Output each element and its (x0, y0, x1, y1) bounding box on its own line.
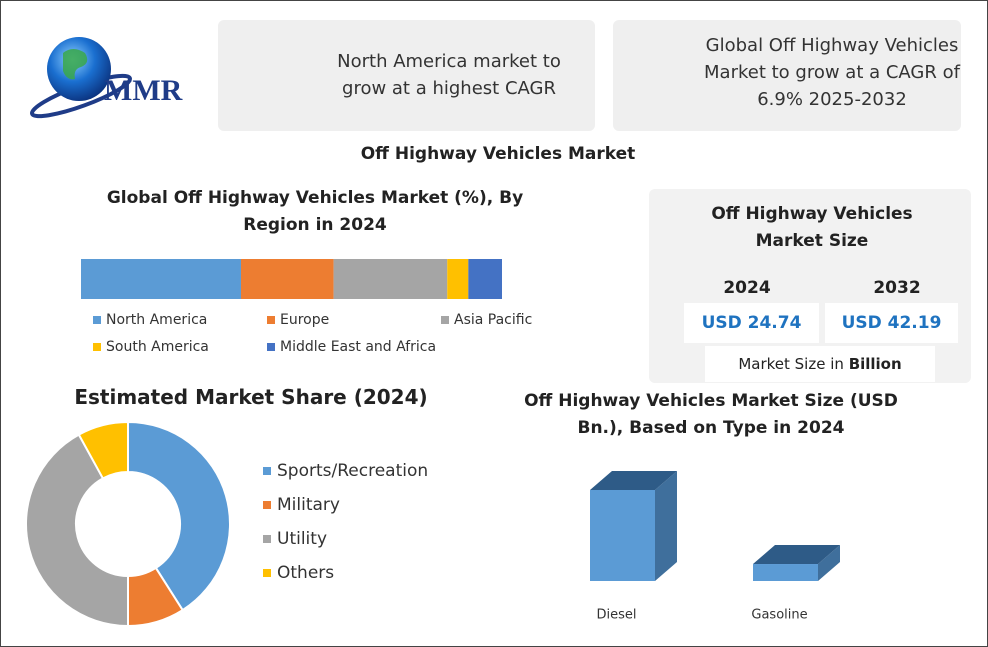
legend-swatch (263, 501, 271, 509)
market-note: Market Size in Billion (705, 346, 935, 382)
highlight-text: Global Off Highway Vehicles Market to gr… (704, 35, 960, 110)
highlight-box (218, 20, 595, 131)
bar-side (655, 471, 677, 581)
legend-swatch (263, 467, 271, 475)
legend-label: Asia Pacific (454, 312, 532, 328)
market-size-title: Off Highway Vehicles Market Size (711, 204, 913, 251)
legend-label: Middle East and Africa (280, 339, 436, 355)
bar-top (753, 545, 840, 565)
legend-label: Europe (280, 312, 329, 328)
market-value: USD 42.19 (825, 303, 958, 343)
logo-text: MMR (104, 74, 183, 107)
bar-front (590, 490, 655, 581)
bar-side (818, 545, 840, 581)
legend-label: North America (106, 312, 207, 328)
legend-swatch (93, 316, 101, 324)
legend-swatch (267, 343, 275, 351)
highlight-text: North America market to grow at a highes… (337, 51, 561, 99)
bar-segment (240, 259, 334, 299)
page-title: Off Highway Vehicles Market (360, 144, 636, 164)
bar-3d (590, 471, 677, 581)
legend-label: Military (277, 495, 340, 515)
legend-swatch (267, 316, 275, 324)
legend-swatch (263, 569, 271, 577)
bar-segment (447, 259, 469, 299)
note-text: Market Size in (738, 355, 844, 373)
legend-label: Others (277, 563, 334, 583)
legend-label: South America (106, 339, 209, 355)
donut-slice (77, 420, 129, 480)
year: 2024 (723, 278, 771, 298)
logo: MMR (30, 37, 183, 119)
x-tick-label: Gasoline (751, 608, 807, 623)
highlight-box (613, 20, 961, 131)
chart-title: Estimated Market Share (2024) (74, 385, 428, 409)
bar-3d (753, 545, 840, 581)
year: 2032 (873, 278, 921, 298)
bar-front (753, 564, 818, 581)
bar-segment (333, 259, 448, 299)
chart-title: Off Highway Vehicles Market Size (USD Bn… (524, 391, 898, 438)
legend-swatch (263, 535, 271, 543)
legend-swatch (93, 343, 101, 351)
bar-segment (81, 259, 241, 299)
market-value: USD 24.74 (684, 303, 819, 343)
x-tick-label: Diesel (596, 608, 636, 623)
legend-label: Sports/Recreation (277, 461, 428, 481)
legend-label: Utility (277, 529, 327, 549)
chart-title: Global Off Highway Vehicles Market (%), … (106, 188, 524, 235)
donut-slice (127, 420, 231, 612)
bar-top (590, 471, 677, 490)
donut-slice (25, 433, 129, 628)
legend-swatch (441, 316, 449, 324)
bar-segment (468, 259, 502, 299)
note-bold: Billion (848, 355, 902, 373)
